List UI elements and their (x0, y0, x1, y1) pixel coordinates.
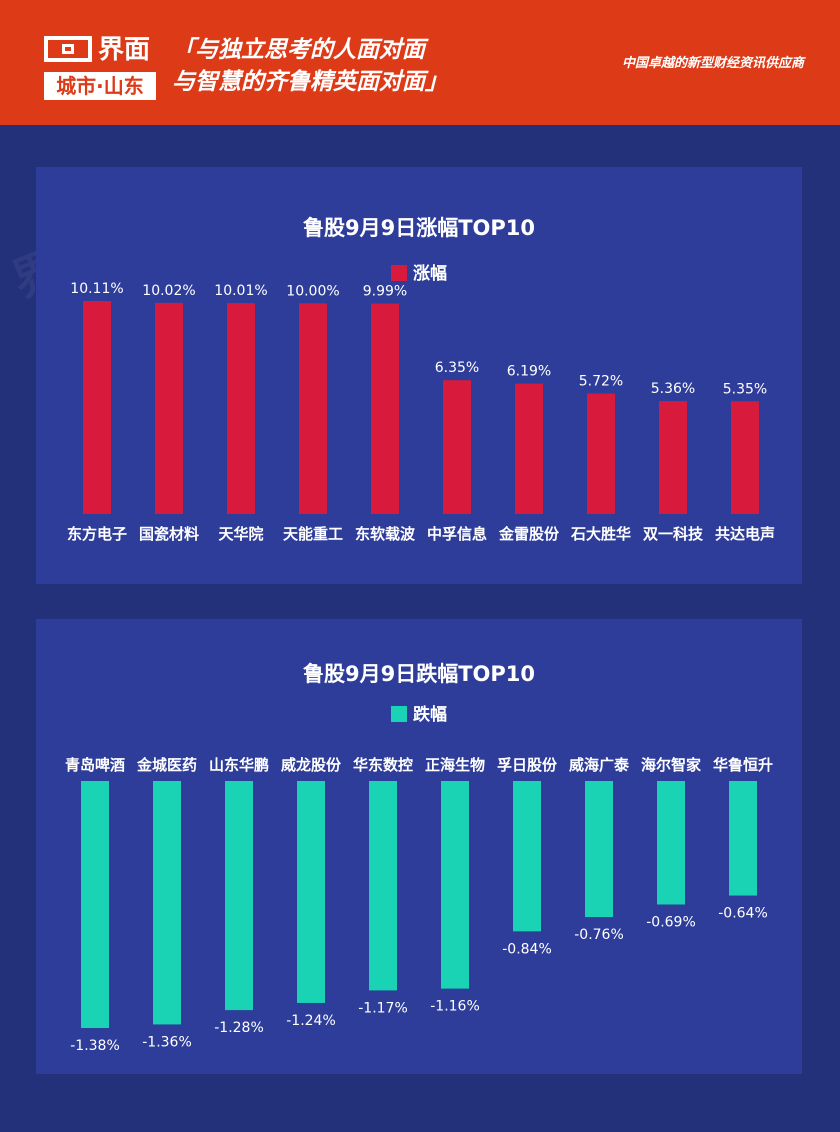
gain-category-label: 天华院 (218, 525, 263, 543)
logo-title: 界面 (44, 32, 156, 68)
gainers-legend: 涨幅 (36, 259, 802, 284)
loss-bar (153, 781, 181, 1025)
gain-value-label: 10.11% (70, 281, 123, 297)
gainers-legend-label: 涨幅 (413, 264, 447, 284)
gain-category-label: 中孚信息 (427, 525, 487, 543)
loss-bar (81, 781, 109, 1028)
loss-category-label: 海尔智家 (641, 756, 701, 774)
losers-chart: -1.38% 青岛啤酒 -1.36% 金城医药 -1.28% 山东华鹏 -1.24% 威龙股份… (65, 756, 773, 1054)
slogan-line-2: 与智慧的齐鲁精英面对面」 (172, 69, 448, 95)
gain-category-label: 双一科技 (643, 525, 704, 543)
logo: 界面 城市·山东 (44, 32, 156, 100)
loss-bar (513, 781, 541, 932)
logo-mark-icon (44, 35, 92, 62)
loss-value-label: -1.36% (142, 1034, 192, 1050)
gain-value-label: 9.99% (363, 284, 407, 300)
loss-value-label: -0.64% (718, 906, 768, 922)
loss-bar (657, 781, 685, 905)
gain-bar (227, 303, 255, 514)
loss-bar (585, 781, 613, 918)
loss-category-label: 正海生物 (425, 756, 485, 774)
gain-value-label: 5.35% (723, 381, 767, 397)
loss-category-label: 威龙股份 (281, 756, 342, 774)
gain-bar (731, 401, 759, 514)
gain-category-label: 东软载波 (355, 525, 416, 543)
loss-bar (225, 781, 253, 1011)
gain-value-label: 5.72% (579, 373, 623, 389)
gain-value-label: 6.19% (507, 364, 551, 380)
gain-category-label: 国瓷材料 (139, 525, 199, 543)
gain-bar (587, 393, 615, 514)
loss-value-label: -1.17% (358, 1000, 408, 1016)
loss-category-label: 金城医药 (136, 756, 197, 774)
loss-bar (297, 781, 325, 1003)
gain-category-label: 石大胜华 (570, 525, 631, 543)
loss-bar (729, 781, 757, 896)
header-banner: 界面 城市·山东 「与独立思考的人面对面 与智慧的齐鲁精英面对面」 中国卓越的新… (0, 0, 840, 125)
loss-value-label: -1.28% (214, 1020, 264, 1036)
gain-category-label: 天能重工 (283, 525, 343, 543)
gain-category-label: 东方电子 (67, 525, 127, 543)
losers-panel: 鲁股9月9日跌幅TOP10 跌幅 -1.38% 青岛啤酒 -1.36% 金城医药 -1.… (36, 619, 802, 1074)
gain-value-label: 5.36% (651, 381, 695, 397)
gainers-chart-title: 鲁股9月9日涨幅TOP10 (302, 216, 535, 240)
slogan: 「与独立思考的人面对面 与智慧的齐鲁精英面对面」 (172, 34, 502, 98)
losers-legend: 跌幅 (36, 700, 802, 725)
gain-value-label: 10.01% (214, 283, 267, 299)
logo-text: 界面 (98, 35, 151, 65)
loss-bar (441, 781, 469, 989)
gain-bar (515, 383, 543, 514)
gainers-panel: 鲁股9月9日涨幅TOP10 涨幅 10.11% 东方电子 10.02% 国瓷材料 10.… (36, 167, 802, 584)
gain-value-label: 10.02% (142, 283, 195, 299)
slogan-line-1: 「与独立思考的人面对面 (172, 37, 425, 63)
loss-category-label: 青岛啤酒 (65, 756, 125, 774)
losers-chart-title: 鲁股9月9日跌幅TOP10 (302, 662, 535, 686)
loss-category-label: 威海广泰 (569, 756, 630, 774)
tagline: 中国卓越的新型财经资讯供应商 (621, 56, 804, 71)
gain-bar (83, 301, 111, 514)
loss-category-label: 华鲁恒升 (713, 756, 773, 774)
loss-value-label: -0.84% (502, 941, 552, 957)
losers-legend-swatch (391, 706, 407, 722)
losers-legend-label: 跌幅 (413, 705, 447, 725)
gainers-legend-swatch (391, 265, 407, 281)
gain-value-label: 6.35% (435, 360, 479, 376)
loss-value-label: -1.24% (286, 1013, 336, 1029)
gain-value-label: 10.00% (286, 283, 339, 299)
gain-category-label: 共达电声 (715, 525, 775, 543)
gain-bar (371, 303, 399, 514)
gain-category-label: 金雷股份 (498, 525, 560, 543)
gainers-chart: 10.11% 东方电子 10.02% 国瓷材料 10.01% 天华院 10.00% 天能重工 9… (67, 281, 775, 543)
gain-bar (659, 401, 687, 514)
loss-value-label: -0.76% (574, 927, 624, 943)
loss-category-label: 山东华鹏 (209, 756, 269, 774)
logo-subtitle: 城市·山东 (44, 72, 156, 100)
gain-bar (443, 380, 471, 514)
loss-value-label: -0.69% (646, 915, 696, 931)
gain-bar (155, 302, 183, 514)
loss-category-label: 华东数控 (353, 756, 413, 774)
loss-value-label: -1.38% (70, 1038, 120, 1054)
loss-bar (369, 781, 397, 991)
loss-category-label: 孚日股份 (497, 756, 558, 774)
gain-bar (299, 303, 327, 514)
loss-value-label: -1.16% (430, 999, 480, 1015)
